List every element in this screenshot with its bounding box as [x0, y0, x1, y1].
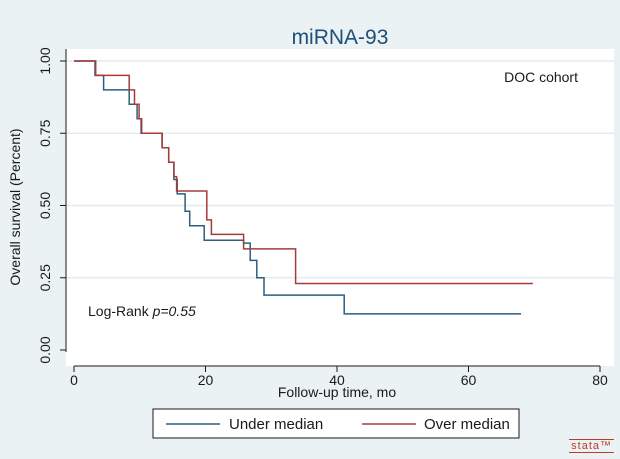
legend: Under median Over median	[152, 408, 520, 439]
x-tick-label: 80	[592, 372, 608, 388]
x-tick-label: 0	[70, 372, 78, 388]
gridlines	[66, 60, 614, 279]
series-over-median-line	[74, 60, 533, 285]
legend-label-under: Under median	[229, 416, 323, 433]
y-tick-label: 0.75	[37, 119, 53, 146]
stata-logo: stata™	[569, 439, 614, 453]
plot-area	[66, 49, 614, 366]
x-tick-label: 60	[461, 372, 477, 388]
chart-title: miRNA-93	[292, 26, 389, 49]
y-tick-label: 0.25	[37, 264, 53, 291]
y-axis-label: Overall survival (Percent)	[7, 128, 23, 285]
x-axis-label: Follow-up time, mo	[278, 384, 396, 400]
y-ticks: 0.00 0.25 0.50 0.75 1.00	[37, 47, 66, 364]
x-tick-label: 20	[198, 372, 214, 388]
y-tick-label: 0.50	[37, 192, 53, 219]
legend-label-over: Over median	[424, 416, 510, 433]
logrank-annotation: Log-Rank p=0.55	[88, 303, 196, 319]
y-tick-label: 1.00	[37, 47, 53, 74]
x-ticks: 0 20 40 60 80	[70, 366, 608, 388]
cohort-annotation: DOC cohort	[504, 69, 578, 85]
survival-curves	[74, 60, 533, 315]
x-tick-label: 40	[329, 372, 345, 388]
logrank-pvalue: p=0.55	[152, 303, 196, 319]
logrank-label: Log-Rank	[88, 303, 153, 319]
y-tick-label: 0.00	[37, 336, 53, 363]
